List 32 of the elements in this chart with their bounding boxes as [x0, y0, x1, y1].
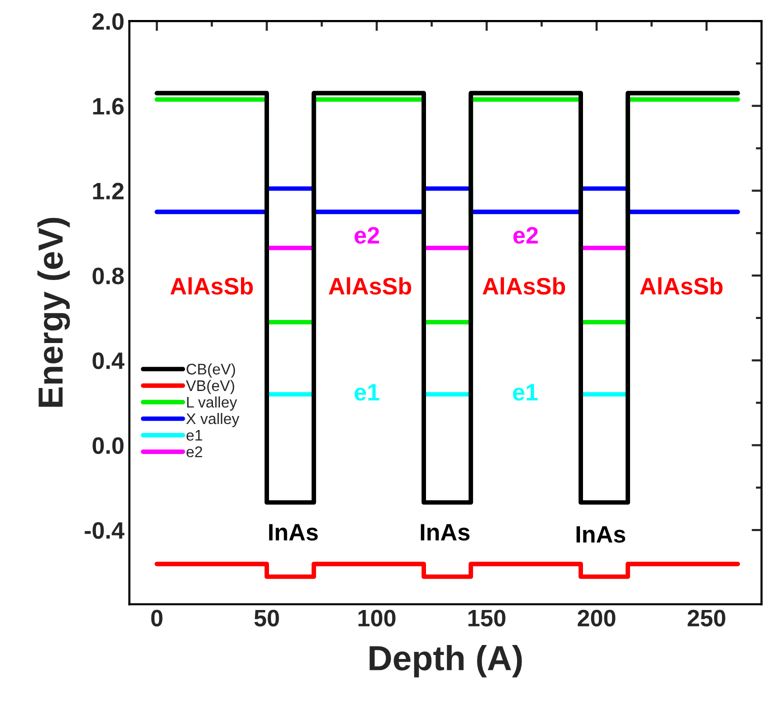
y-tick-label: 0.0 — [92, 437, 124, 454]
x-tick-label: 50 — [254, 610, 279, 626]
y-tick-label: 0.4 — [92, 352, 124, 370]
annotation: InAs — [420, 524, 470, 541]
annotation: InAs — [269, 524, 318, 541]
legend-label: L valley — [187, 396, 238, 411]
legend-label: X valley — [186, 412, 240, 428]
y-tick-label: 1.6 — [93, 98, 124, 115]
y-tick-label: 0.8 — [92, 268, 124, 284]
annotation: AlAsSb — [640, 277, 723, 295]
annotation: e1 — [513, 384, 538, 401]
x-tick-label: 200 — [578, 610, 616, 626]
annotation: e1 — [354, 384, 380, 401]
annotation: e2 — [513, 226, 538, 244]
x-tick-label: 100 — [358, 610, 396, 626]
y-tick-label: -0.4 — [84, 522, 124, 539]
legend-label: CB(eV) — [186, 363, 236, 378]
x-tick-label: 0 — [151, 610, 162, 626]
y-tick-label: 1.2 — [93, 182, 124, 200]
legend-label: e1 — [186, 430, 202, 441]
legend-label: VB(eV) — [186, 380, 234, 394]
annotation: e2 — [354, 226, 380, 244]
legend-label: e2 — [186, 446, 202, 458]
annotation: AlAsSb — [482, 277, 566, 295]
x-axis-title: Depth (A) — [370, 645, 522, 678]
annotation: AlAsSb — [170, 277, 253, 295]
y-tick-label: 2.0 — [92, 13, 124, 30]
x-tick-label: 150 — [468, 610, 506, 626]
annotation: AlAsSb — [328, 277, 412, 295]
x-tick-label: 250 — [688, 610, 726, 626]
annotation: InAs — [576, 526, 626, 543]
y-axis-title: Energy (eV) — [37, 218, 70, 407]
